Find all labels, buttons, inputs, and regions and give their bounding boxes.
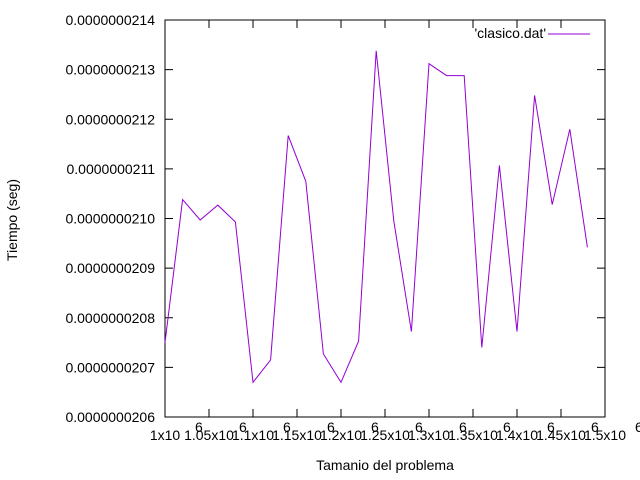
x-tick-exponent: 6 (635, 419, 640, 435)
legend-entry-label: 'clasico.dat' (475, 25, 547, 41)
x-axis-label: Tamanio del problema (316, 457, 454, 473)
x-tick-exponent: 6 (503, 419, 511, 435)
y-tick-label: 0.0000000211 (67, 161, 156, 177)
x-tick-label: 1.2x10 (320, 427, 362, 443)
data-point (552, 204, 553, 205)
y-tick-label: 0.0000000206 (65, 409, 155, 425)
data-point (323, 353, 324, 354)
y-tick-label: 0.0000000210 (65, 211, 155, 227)
x-tick-label: 1.05x10 (184, 427, 234, 443)
plot-border (164, 19, 606, 418)
y-axis: 0.0000000206 0.0000000207 0.0000000208 0.00… (65, 12, 605, 425)
data-point (411, 331, 412, 332)
plot-frame (164, 19, 606, 418)
series-line (164, 50, 588, 384)
data-point (235, 221, 236, 222)
x-tick-exponent: 6 (459, 419, 467, 435)
x-tick-label: 1.5x10 (584, 427, 626, 443)
series (164, 50, 588, 384)
data-point (376, 50, 377, 51)
x-axis: 1x10 61.05x10 61.1x10 61.15x10 61.2x10 61.25x… (150, 20, 640, 443)
data-point (464, 75, 465, 76)
y-tick-label: 0.0000000212 (65, 111, 155, 127)
x-tick-exponent: 6 (195, 419, 203, 435)
x-tick-label: 1.25x10 (360, 427, 410, 443)
data-point (165, 342, 166, 343)
x-tick-label: 1.1x10 (232, 427, 274, 443)
y-tick-label: 0.0000000209 (65, 260, 155, 276)
y-tick-label: 0.0000000214 (65, 12, 155, 28)
data-point (253, 382, 254, 383)
y-tick-label: 0.0000000213 (65, 62, 155, 78)
x-tick-label: 1.3x10 (408, 427, 450, 443)
x-tick-label: 1.35x10 (448, 427, 498, 443)
data-point (341, 382, 342, 383)
x-tick-label: 1.15x10 (272, 427, 322, 443)
data-point (481, 347, 482, 348)
x-tick-label: 1.45x10 (536, 427, 586, 443)
x-tick-exponent: 6 (547, 419, 555, 435)
x-tick-exponent: 6 (327, 419, 335, 435)
data-point (393, 220, 394, 221)
data-point (499, 165, 500, 166)
data-point (358, 341, 359, 342)
data-point (200, 219, 201, 220)
data-point (587, 247, 588, 248)
data-point (517, 331, 518, 332)
x-tick-label: 1x10 (150, 427, 181, 443)
data-point (429, 63, 430, 64)
data-point (288, 135, 289, 136)
x-tick-exponent: 6 (591, 419, 599, 435)
x-tick-exponent: 6 (371, 419, 379, 435)
legend: 'clasico.dat' (475, 25, 590, 41)
data-point (534, 95, 535, 96)
data-point (305, 181, 306, 182)
data-point (270, 359, 271, 360)
data-point (569, 129, 570, 130)
data-point (217, 205, 218, 206)
y-axis-label: Tiempo (seg) (4, 179, 20, 261)
x-tick-exponent: 6 (283, 419, 291, 435)
x-tick-label: 1.4x10 (496, 427, 538, 443)
data-point (182, 199, 183, 200)
data-point (446, 75, 447, 76)
x-tick-exponent: 6 (239, 419, 247, 435)
y-tick-label: 0.0000000207 (65, 359, 155, 375)
y-tick-label: 0.0000000208 (65, 310, 155, 326)
x-tick-exponent: 6 (415, 419, 423, 435)
